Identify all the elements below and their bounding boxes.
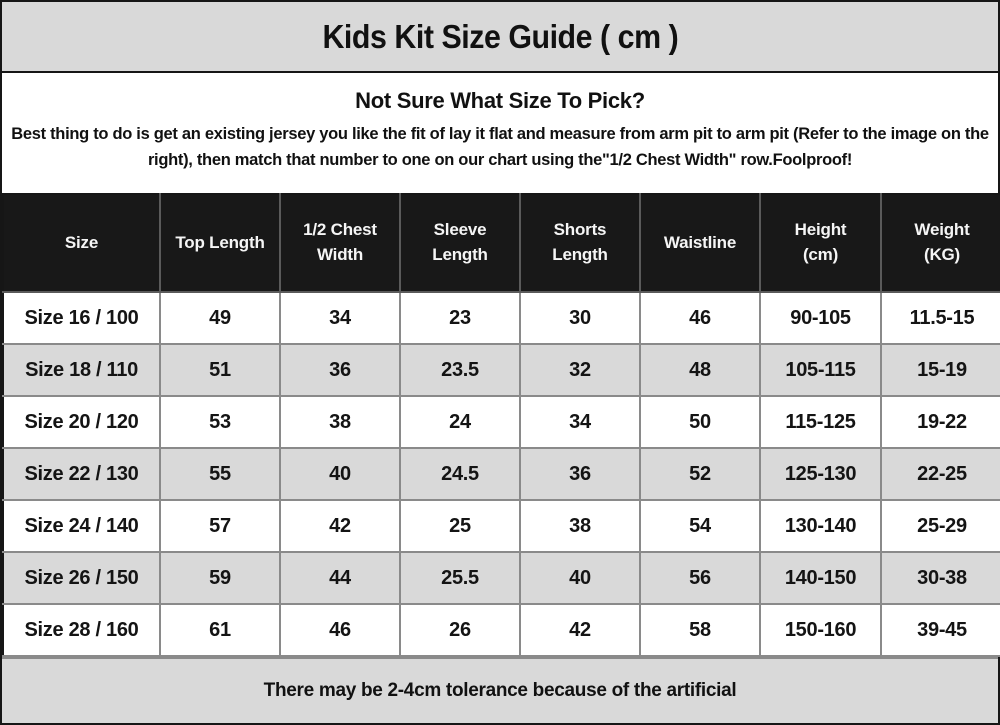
measurement-cell: 24.5 bbox=[399, 447, 521, 501]
measurement-cell: 140-150 bbox=[759, 551, 882, 605]
measurement-cell: 42 bbox=[279, 499, 401, 553]
size-label-cell: Size 22 / 130 bbox=[2, 447, 161, 501]
measurement-cell: 40 bbox=[519, 551, 641, 605]
page-title: Kids Kit Size Guide ( cm ) bbox=[322, 17, 678, 55]
table-row: Size 28 / 160 61 46 26 42 58 150-160 39-45 bbox=[2, 603, 1000, 657]
measurement-cell: 125-130 bbox=[759, 447, 882, 501]
measurement-cell: 52 bbox=[639, 447, 761, 501]
size-label-cell: Size 24 / 140 bbox=[2, 499, 161, 553]
column-header: 1/2 Chest Width bbox=[279, 193, 401, 293]
size-label-cell: Size 20 / 120 bbox=[2, 395, 161, 449]
table-row: Size 16 / 100 49 34 23 30 46 90-105 11.5-15 bbox=[2, 291, 1000, 345]
table-row: Size 22 / 130 55 40 24.5 36 52 125-130 22-25 bbox=[2, 447, 1000, 501]
measurement-cell: 22-25 bbox=[880, 447, 1000, 501]
measurement-cell: 36 bbox=[279, 343, 401, 397]
measurement-cell: 23.5 bbox=[399, 343, 521, 397]
measurement-cell: 46 bbox=[639, 291, 761, 345]
measurement-cell: 26 bbox=[399, 603, 521, 657]
column-header: Waistline bbox=[639, 193, 761, 293]
measurement-cell: 51 bbox=[159, 343, 281, 397]
column-header: Top Length bbox=[159, 193, 281, 293]
measurement-cell: 58 bbox=[639, 603, 761, 657]
measurement-cell: 25.5 bbox=[399, 551, 521, 605]
measurement-cell: 54 bbox=[639, 499, 761, 553]
size-label-cell: Size 26 / 150 bbox=[2, 551, 161, 605]
column-header: Sleeve Length bbox=[399, 193, 521, 293]
measurement-cell: 50 bbox=[639, 395, 761, 449]
measurement-cell: 38 bbox=[279, 395, 401, 449]
measurement-cell: 15-19 bbox=[880, 343, 1000, 397]
measurement-cell: 44 bbox=[279, 551, 401, 605]
measurement-cell: 11.5-15 bbox=[880, 291, 1000, 345]
measurement-cell: 61 bbox=[159, 603, 281, 657]
measurement-cell: 34 bbox=[279, 291, 401, 345]
measurement-cell: 55 bbox=[159, 447, 281, 501]
measurement-cell: 59 bbox=[159, 551, 281, 605]
measurement-cell: 36 bbox=[519, 447, 641, 501]
footer-band: There may be 2-4cm tolerance because of … bbox=[2, 657, 998, 723]
table-row: Size 20 / 120 53 38 24 34 50 115-125 19-22 bbox=[2, 395, 1000, 449]
measurement-cell: 19-22 bbox=[880, 395, 1000, 449]
measurement-cell: 40 bbox=[279, 447, 401, 501]
measurement-cell: 46 bbox=[279, 603, 401, 657]
size-label-cell: Size 16 / 100 bbox=[2, 291, 161, 345]
measurement-cell: 39-45 bbox=[880, 603, 1000, 657]
table-row: Size 18 / 110 51 36 23.5 32 48 105-115 15-19 bbox=[2, 343, 1000, 397]
measurement-cell: 130-140 bbox=[759, 499, 882, 553]
measurement-cell: 34 bbox=[519, 395, 641, 449]
tolerance-note: There may be 2-4cm tolerance because of … bbox=[263, 680, 737, 701]
measurement-cell: 57 bbox=[159, 499, 281, 553]
size-label-cell: Size 18 / 110 bbox=[2, 343, 161, 397]
measurement-cell: 56 bbox=[639, 551, 761, 605]
table-header-row: Size Top Length 1/2 Chest Width Sleeve Leng… bbox=[2, 193, 1000, 293]
measurement-cell: 48 bbox=[639, 343, 761, 397]
measurement-cell: 32 bbox=[519, 343, 641, 397]
column-header: Weight (KG) bbox=[880, 193, 1000, 293]
size-table: Size Top Length 1/2 Chest Width Sleeve Leng… bbox=[2, 193, 1000, 657]
measurement-cell: 30 bbox=[519, 291, 641, 345]
measurement-cell: 23 bbox=[399, 291, 521, 345]
table-row: Size 24 / 140 57 42 25 38 54 130-140 25-29 bbox=[2, 499, 1000, 553]
measurement-cell: 105-115 bbox=[759, 343, 882, 397]
measurement-cell: 53 bbox=[159, 395, 281, 449]
table-row: Size 26 / 150 59 44 25.5 40 56 140-150 30-38 bbox=[2, 551, 1000, 605]
measurement-cell: 38 bbox=[519, 499, 641, 553]
measurement-cell: 25 bbox=[399, 499, 521, 553]
measurement-cell: 150-160 bbox=[759, 603, 882, 657]
column-header: Size bbox=[2, 193, 161, 293]
measurement-cell: 115-125 bbox=[759, 395, 882, 449]
column-header: Shorts Length bbox=[519, 193, 641, 293]
measurement-cell: 25-29 bbox=[880, 499, 1000, 553]
measurement-cell: 90-105 bbox=[759, 291, 882, 345]
title-band: Kids Kit Size Guide ( cm ) bbox=[2, 2, 998, 73]
intro-section: Not Sure What Size To Pick? Best thing t… bbox=[2, 73, 998, 193]
column-header: Height (cm) bbox=[759, 193, 882, 293]
intro-body-text: Best thing to do is get an existing jers… bbox=[11, 125, 989, 169]
measurement-cell: 24 bbox=[399, 395, 521, 449]
intro-heading: Not Sure What Size To Pick? bbox=[355, 88, 645, 114]
measurement-cell: 42 bbox=[519, 603, 641, 657]
table-body: Size 16 / 100 49 34 23 30 46 90-105 11.5-15 Size… bbox=[2, 291, 1000, 657]
measurement-cell: 49 bbox=[159, 291, 281, 345]
measurement-cell: 30-38 bbox=[880, 551, 1000, 605]
size-label-cell: Size 28 / 160 bbox=[2, 603, 161, 657]
